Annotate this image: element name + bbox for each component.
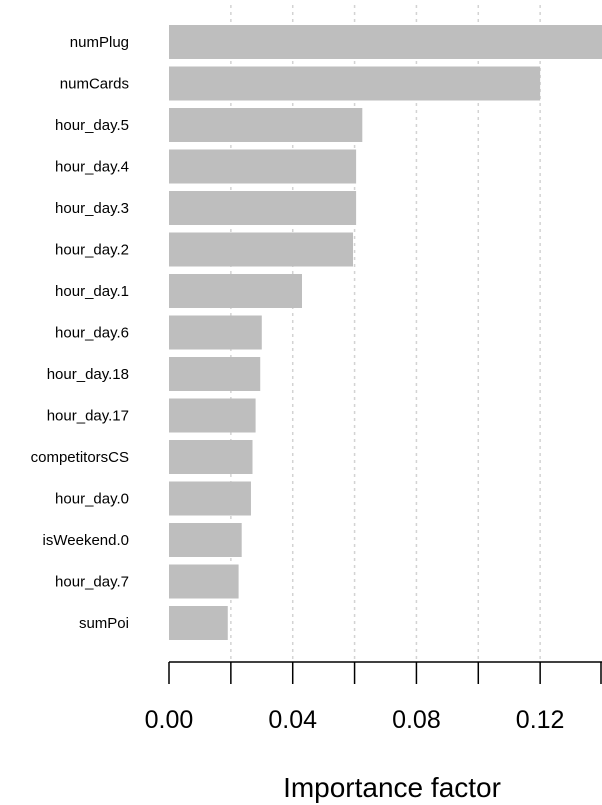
category-label: competitorsCS [31, 449, 129, 466]
bar [169, 232, 354, 267]
bar [169, 25, 602, 59]
bar [169, 606, 228, 640]
bar [169, 357, 261, 391]
gridlines [230, 5, 541, 662]
category-label: hour_day.0 [55, 491, 129, 508]
bars [169, 25, 602, 640]
category-label: numPlug [70, 34, 129, 51]
category-label: numCards [60, 76, 129, 93]
bar [169, 398, 256, 433]
category-label: hour_day.1 [55, 283, 129, 300]
x-tick-label: 0.04 [268, 706, 317, 734]
x-tick-label: 0.00 [145, 706, 194, 734]
x-axis-title: Importance factor [283, 772, 501, 803]
bar [169, 481, 251, 516]
category-label: hour_day.5 [55, 117, 129, 134]
bar [169, 149, 357, 184]
bar [169, 315, 262, 350]
category-label: hour_day.4 [55, 159, 129, 176]
category-labels: numPlug numCards hour_day.5 hour_day.4 hour_… [31, 34, 129, 632]
category-label: hour_day.7 [55, 574, 129, 591]
bar [169, 564, 239, 599]
bar [169, 108, 363, 142]
category-label: hour_day.2 [55, 242, 129, 259]
category-label: hour_day.17 [47, 408, 129, 425]
x-axis: 0.00 0.04 0.08 0.12 [145, 661, 602, 734]
bar [169, 523, 242, 557]
category-label: isWeekend.0 [43, 532, 129, 549]
category-label: sumPoi [79, 615, 129, 632]
category-label: hour_day.6 [55, 325, 129, 342]
bar [169, 274, 302, 308]
x-tick-label: 0.12 [516, 706, 565, 734]
category-label: hour_day.18 [47, 366, 129, 383]
category-label: hour_day.3 [55, 200, 129, 217]
bar [169, 191, 357, 225]
bar [169, 66, 541, 101]
x-tick-label: 0.08 [392, 706, 441, 734]
bar [169, 440, 253, 474]
